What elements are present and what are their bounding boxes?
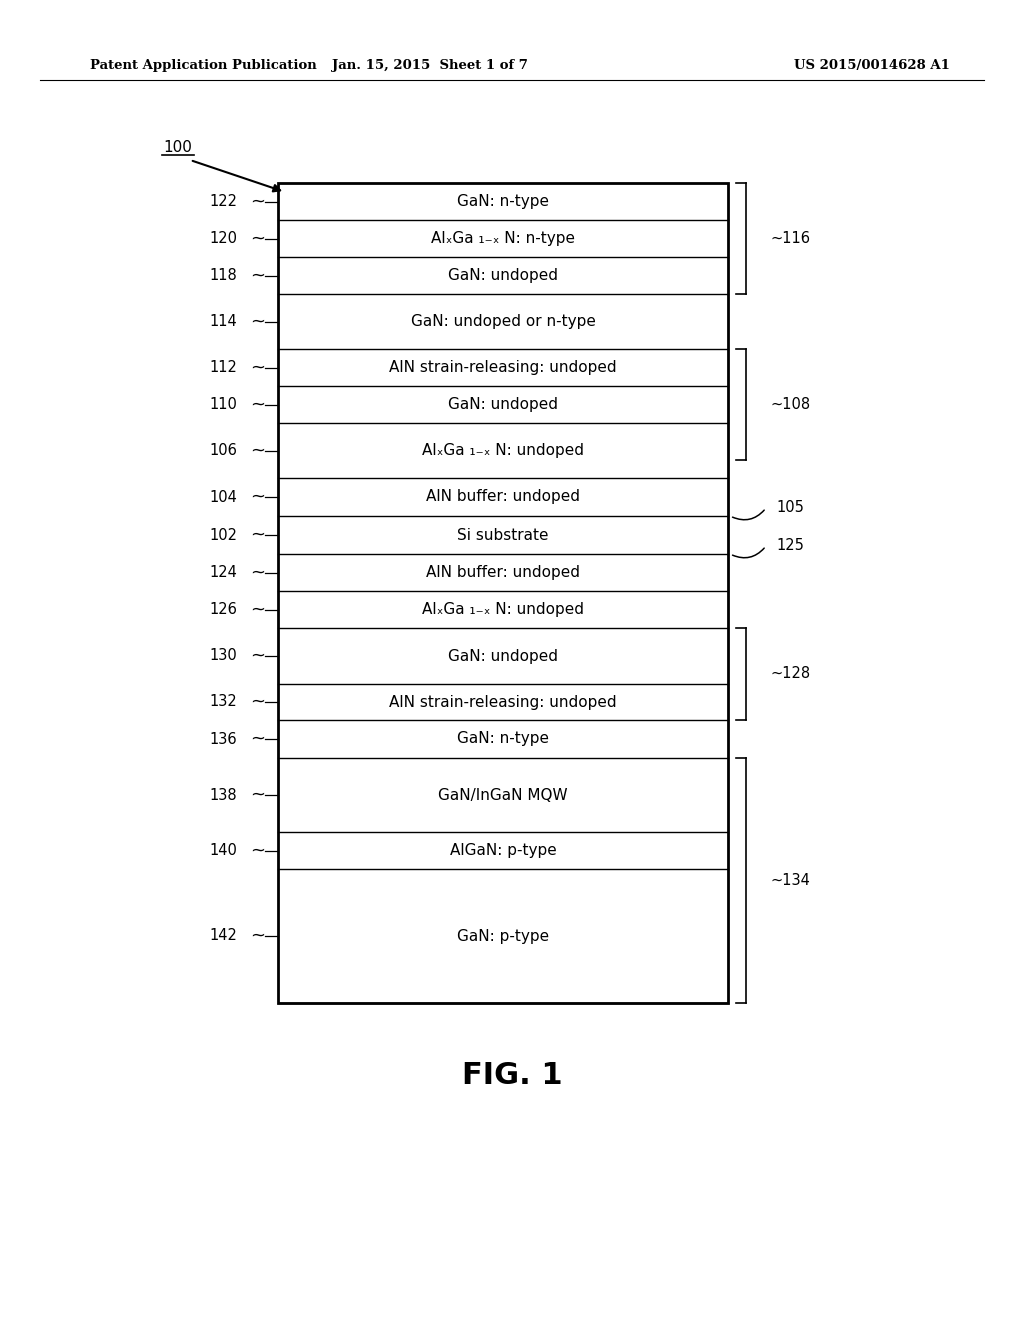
Text: ~: ~ (251, 267, 265, 285)
Text: 124: 124 (209, 565, 237, 579)
FancyArrowPatch shape (732, 510, 764, 520)
Text: AlN buffer: undoped: AlN buffer: undoped (426, 490, 580, 504)
Text: 125: 125 (776, 539, 804, 553)
Text: GaN: undoped: GaN: undoped (449, 268, 558, 282)
Text: AlN strain-releasing: undoped: AlN strain-releasing: undoped (389, 694, 616, 710)
Text: 120: 120 (209, 231, 237, 246)
Text: ~: ~ (251, 230, 265, 248)
Text: ~128: ~128 (771, 667, 811, 681)
Text: ~: ~ (251, 927, 265, 945)
Text: 132: 132 (209, 694, 237, 710)
Text: 118: 118 (209, 268, 237, 282)
Text: 114: 114 (209, 314, 237, 329)
Text: GaN: n-type: GaN: n-type (457, 194, 549, 209)
Text: 130: 130 (209, 648, 237, 664)
Text: ~: ~ (251, 647, 265, 665)
Text: ~134: ~134 (771, 873, 811, 888)
Text: 104: 104 (209, 490, 237, 504)
Text: 140: 140 (209, 843, 237, 858)
Text: GaN: undoped: GaN: undoped (449, 397, 558, 412)
Text: GaN/InGaN MQW: GaN/InGaN MQW (438, 788, 568, 803)
Text: ~: ~ (251, 693, 265, 711)
Text: 102: 102 (209, 528, 237, 543)
Text: 126: 126 (209, 602, 237, 616)
Text: US 2015/0014628 A1: US 2015/0014628 A1 (795, 58, 950, 71)
Text: AlₓGa ₁₋ₓ N: undoped: AlₓGa ₁₋ₓ N: undoped (422, 602, 584, 616)
Text: ~116: ~116 (771, 231, 811, 246)
Text: ~: ~ (251, 396, 265, 413)
Text: GaN: n-type: GaN: n-type (457, 731, 549, 747)
Text: 122: 122 (209, 194, 237, 209)
Text: ~: ~ (251, 525, 265, 544)
Text: Jan. 15, 2015  Sheet 1 of 7: Jan. 15, 2015 Sheet 1 of 7 (332, 58, 528, 71)
Text: GaN: p-type: GaN: p-type (457, 928, 549, 944)
Text: AlN strain-releasing: undoped: AlN strain-releasing: undoped (389, 360, 616, 375)
Text: ~: ~ (251, 842, 265, 859)
Text: 136: 136 (209, 731, 237, 747)
Text: ~: ~ (251, 193, 265, 210)
Text: GaN: undoped or n-type: GaN: undoped or n-type (411, 314, 595, 329)
Text: AlGaN: p-type: AlGaN: p-type (450, 843, 556, 858)
Text: 100: 100 (164, 140, 193, 154)
Text: 110: 110 (209, 397, 237, 412)
Text: AlₓGa ₁₋ₓ N: undoped: AlₓGa ₁₋ₓ N: undoped (422, 444, 584, 458)
Text: Si substrate: Si substrate (458, 528, 549, 543)
Text: ~: ~ (251, 441, 265, 459)
Text: ~: ~ (251, 601, 265, 619)
Text: AlN buffer: undoped: AlN buffer: undoped (426, 565, 580, 579)
Text: ~108: ~108 (771, 397, 811, 412)
Text: 138: 138 (209, 788, 237, 803)
Text: 112: 112 (209, 360, 237, 375)
Text: 106: 106 (209, 444, 237, 458)
Text: ~: ~ (251, 730, 265, 748)
Text: ~: ~ (251, 359, 265, 376)
Text: Patent Application Publication: Patent Application Publication (90, 58, 316, 71)
Text: ~: ~ (251, 564, 265, 582)
Text: 105: 105 (776, 500, 804, 516)
Text: 142: 142 (209, 928, 237, 944)
Text: FIG. 1: FIG. 1 (462, 1060, 562, 1089)
Text: ~: ~ (251, 313, 265, 330)
Text: ~: ~ (251, 488, 265, 506)
Text: GaN: undoped: GaN: undoped (449, 648, 558, 664)
Text: AlₓGa ₁₋ₓ N: n-type: AlₓGa ₁₋ₓ N: n-type (431, 231, 575, 246)
Bar (278, 183, 728, 1003)
Text: ~: ~ (251, 785, 265, 804)
FancyArrowPatch shape (732, 548, 764, 558)
FancyArrowPatch shape (193, 161, 281, 191)
